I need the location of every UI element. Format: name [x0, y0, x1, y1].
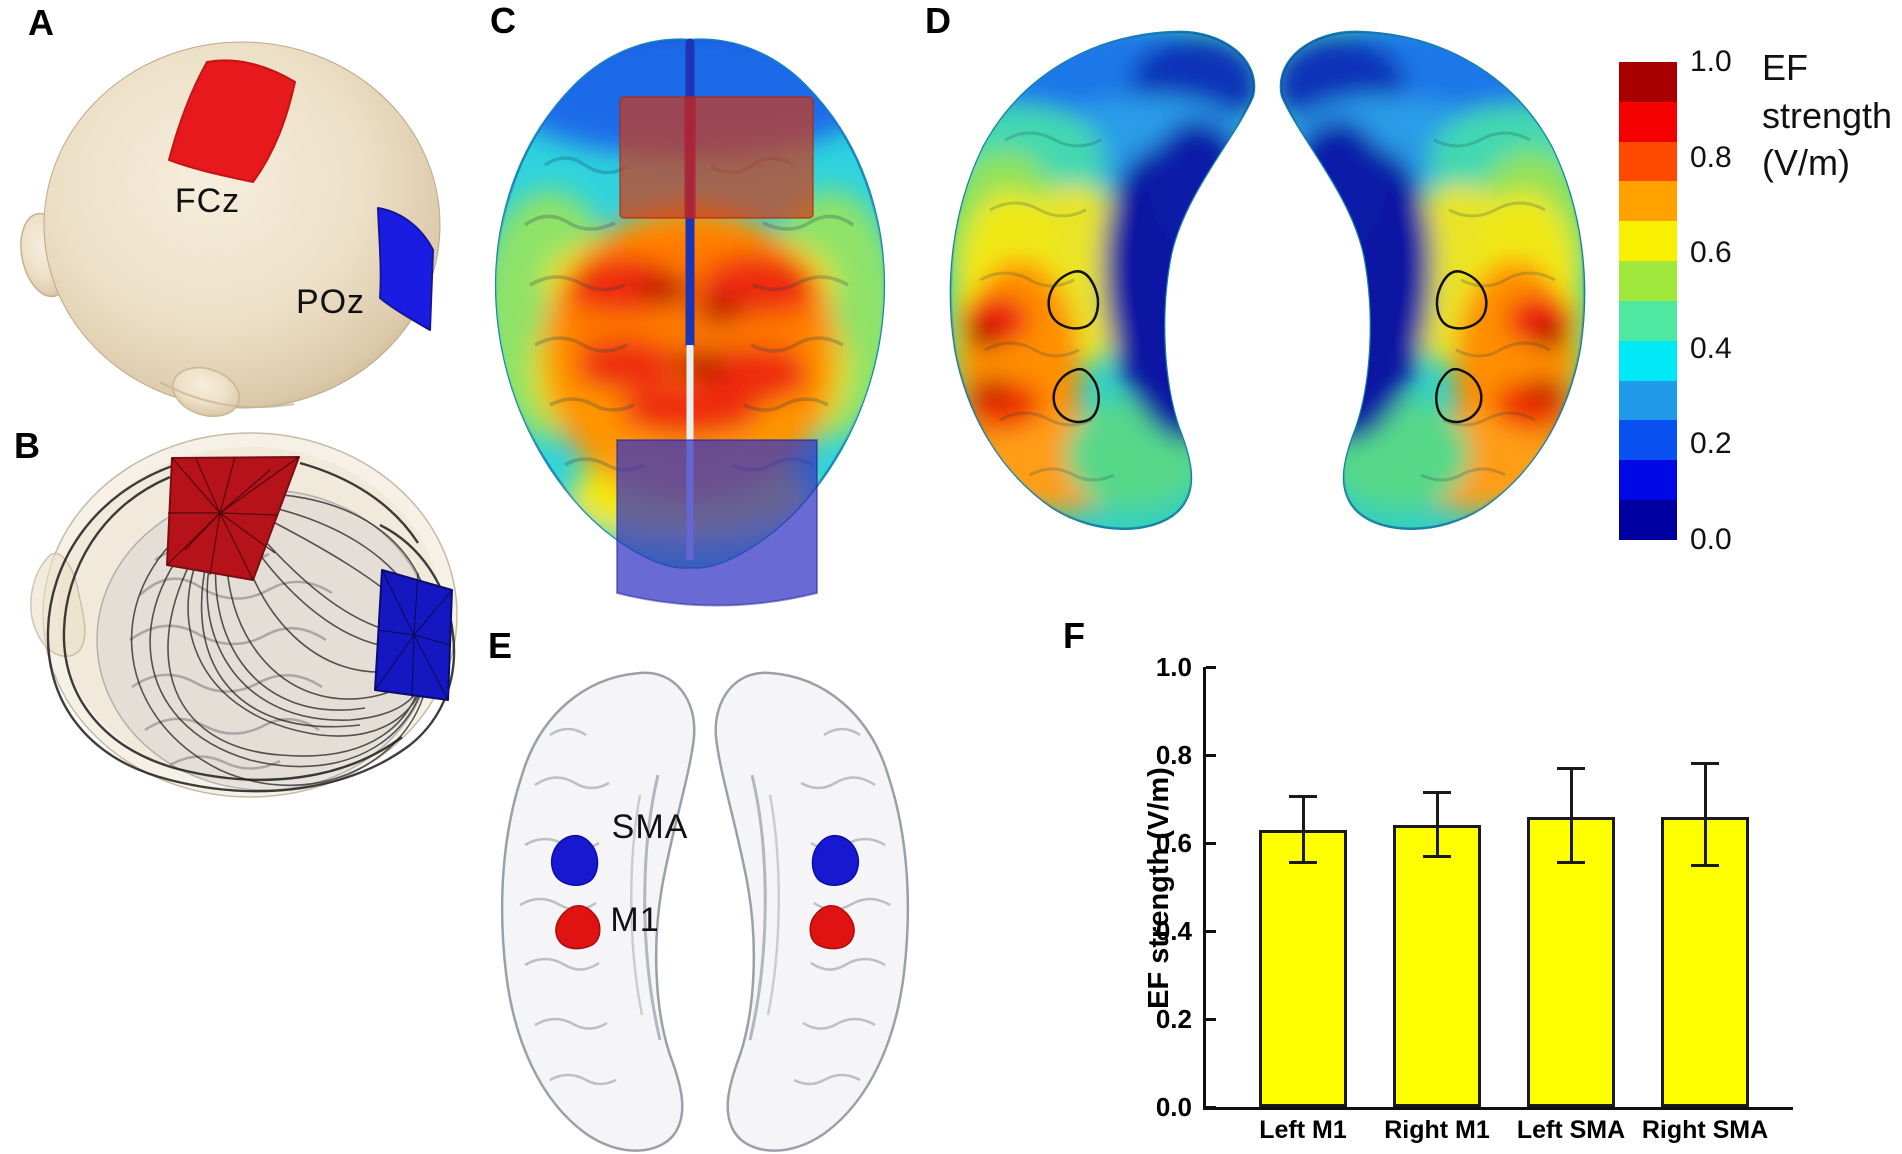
ef-colorbar [1619, 62, 1677, 540]
y-axis-tick-label: 0.8 [1155, 740, 1192, 770]
y-axis-tick-label: 0.0 [1155, 1092, 1192, 1122]
roi-location-brain [500, 671, 910, 1153]
error-bar-line [1301, 796, 1305, 863]
y-axis-tick-label: 0.2 [1155, 1004, 1192, 1034]
colorbar-title-line1: EF [1762, 47, 1809, 88]
y-axis-tick-label: 0.6 [1155, 828, 1192, 858]
error-bar-cap [1557, 766, 1585, 770]
colorbar-title-line2: strength [1762, 94, 1893, 136]
colorbar-segment [1619, 101, 1677, 142]
sulci-lines [979, 131, 1115, 482]
sma-label: SMA [611, 808, 689, 846]
electrode-label-poz: POz [295, 283, 366, 321]
y-axis-tick [1206, 753, 1216, 757]
y-axis-tick [1206, 1105, 1216, 1109]
error-bar-cap [1691, 863, 1719, 867]
head-model-illustration [20, 41, 441, 418]
colorbar-segment [1619, 181, 1677, 222]
colorbar-segment [1619, 300, 1677, 341]
head-shape [43, 41, 441, 409]
electrode-label-fcz: FCz [174, 182, 241, 220]
panel-letter-d: D [925, 0, 951, 41]
y-axis-tick-label: 0.4 [1155, 916, 1192, 946]
brain-hemispheres-ef-map [949, 20, 1600, 530]
colorbar-tick-label: 0.8 [1690, 140, 1732, 174]
error-bar-cap [1691, 762, 1719, 766]
colorbar-segment [1619, 221, 1677, 262]
colorbar-tick-label: 0.0 [1690, 523, 1732, 556]
cathode-spokes [374, 569, 453, 701]
y-axis-tick [1206, 929, 1216, 933]
error-bar-cap [1557, 861, 1585, 865]
panel-letter-f: F [1063, 615, 1085, 656]
neck-crease [159, 381, 295, 409]
m1-label: M1 [610, 901, 660, 939]
bar-left-m1 [1259, 829, 1347, 1107]
bar-chart-plot: 1.0 0.8 0.6 0.4 0.2 0.0 Left M1 Right M1 Left SM… [1156, 654, 1793, 1144]
hemisphere-right [714, 671, 910, 1153]
colorbar-title: EF strength (V/m) [1762, 44, 1902, 187]
colorbar-segment [1619, 62, 1677, 102]
error-bar-cap [1289, 795, 1317, 799]
error-bar-line [1569, 768, 1573, 863]
x-axis-category-label: Right SMA [1641, 1116, 1769, 1144]
colorbar-segment [1619, 261, 1677, 301]
hemisphere-left [949, 30, 1256, 530]
error-bar-cap [1423, 790, 1451, 794]
panel-letter-e: E [488, 625, 513, 666]
colorbar-tick-label: 1.0 [1690, 45, 1732, 78]
colorbar-segment [1619, 380, 1677, 421]
x-axis-category-label: Left M1 [1259, 1116, 1347, 1144]
colorbar-segment [1619, 460, 1677, 501]
bar-left-sma [1527, 816, 1615, 1107]
error-bar-line [1435, 792, 1439, 857]
sma-region-marker [550, 834, 599, 886]
colorbar-title-line3: (V/m) [1762, 142, 1850, 184]
m1-region-marker [555, 904, 601, 950]
hemisphere-left [500, 671, 696, 1152]
colorbar-segment [1619, 340, 1677, 381]
field-streamlines [130, 493, 431, 787]
roi-contours [1047, 270, 1100, 424]
y-axis-tick-label: 1.0 [1155, 652, 1192, 682]
anode-electrode-fcz [168, 59, 296, 183]
colorbar-segment [1619, 141, 1677, 182]
cathode-overlay-rect [616, 439, 818, 607]
panel-letter-c: C [490, 0, 516, 41]
y-axis-title: EF strength (V/m) [1143, 767, 1175, 1009]
cathode-electrode-poz [377, 207, 434, 331]
anode-overlay-midline [684, 97, 696, 218]
colorbar-segment [1619, 500, 1677, 540]
panel-letter-b: B [14, 425, 40, 466]
error-bar-cap [1289, 861, 1317, 865]
y-axis-tick [1206, 841, 1216, 845]
hemisphere-right [1272, 25, 1590, 529]
field-lines-head-illustration [30, 432, 458, 798]
colorbar-tick-label: 0.4 [1690, 331, 1732, 365]
colorbar-tick-label: 0.6 [1690, 236, 1732, 270]
bar-right-m1 [1393, 825, 1481, 1107]
anode-spokes [166, 456, 300, 581]
colorbar-tick-label: 0.2 [1690, 427, 1732, 461]
anode-overlay-rect [619, 96, 814, 219]
y-axis-tick [1206, 1017, 1216, 1021]
y-axis-tick [1206, 665, 1216, 669]
colorbar-segment [1619, 420, 1677, 461]
error-bar-cap [1423, 854, 1451, 858]
x-axis-category-label: Left SMA [1516, 1116, 1626, 1144]
brain-top-view-ef-map [494, 38, 886, 607]
x-axis-category-label: Right M1 [1384, 1116, 1490, 1144]
error-bar-line [1703, 763, 1707, 865]
coil-wire-loop [46, 461, 456, 793]
panel-letter-a: A [28, 2, 54, 43]
